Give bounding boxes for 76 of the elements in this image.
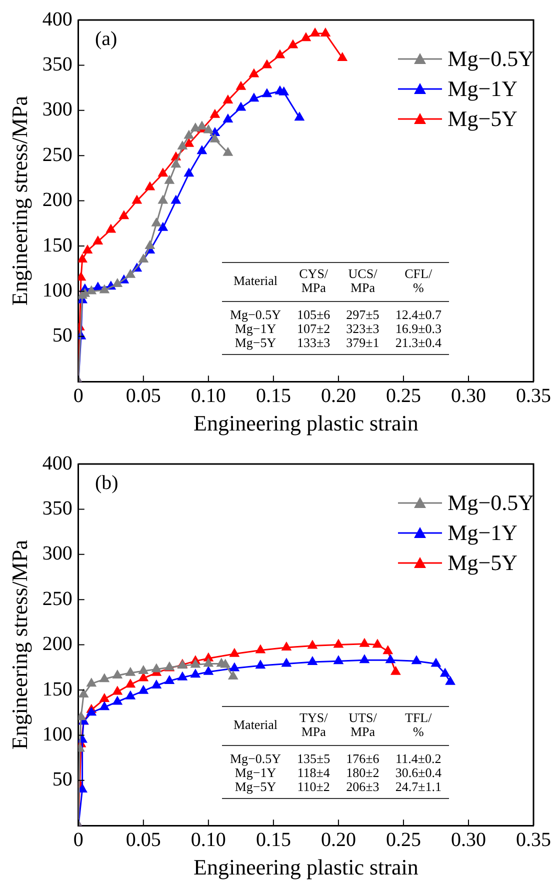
y-tick-label: 250 (42, 588, 72, 610)
y-tick-label: 400 (42, 452, 72, 474)
annotation: UTS/ MPa (338, 706, 388, 746)
legend-label: Mg−0.5Y (448, 489, 534, 517)
y-tick-label: 250 (42, 144, 72, 166)
x-tick-label: 0.15 (256, 828, 291, 851)
y-tick-label: 50 (52, 324, 72, 347)
annotation: 135±5 (296, 750, 332, 766)
x-tick-label: 0.25 (386, 384, 421, 407)
x-tick-label: 0.30 (450, 828, 486, 851)
y-tick-label: 100 (42, 723, 72, 746)
annotation: Mg−0.5Y (229, 306, 282, 322)
legend-label: Mg−5Y (448, 549, 518, 577)
annotation: 180±2 (345, 765, 380, 780)
annotation: TYS/ MPa (289, 706, 338, 746)
x-tick-label: 0.20 (320, 384, 356, 407)
y-tick-label: 200 (42, 633, 72, 656)
x-tick-label: 0 (73, 828, 84, 851)
x-tick-label: 0.05 (126, 384, 161, 407)
annotation: Mg−0.5Y (229, 750, 282, 766)
legend-label: Mg−0.5Y (448, 45, 534, 73)
x-axis-title: Engineering plastic strain (194, 854, 418, 880)
y-tick-label: 350 (42, 497, 72, 520)
annotation: 21.3±0.4 (394, 335, 442, 352)
annotation: (b) (95, 472, 118, 495)
annotation: 16.9±0.3 (394, 321, 442, 336)
x-tick-label: 0.30 (450, 384, 486, 407)
annotation: 105±6 (296, 306, 332, 322)
x-tick-label: 0.15 (256, 384, 291, 407)
annotation: 133±3 (296, 335, 332, 352)
y-tick-label: 100 (42, 279, 72, 302)
annotation: TFL/ % (387, 706, 450, 746)
annotation: 297±5 (345, 306, 380, 322)
annotation: Material (222, 706, 290, 746)
y-tick-label: 150 (42, 678, 72, 700)
x-tick-label: 0.35 (516, 828, 551, 851)
annotation: Material (222, 262, 290, 302)
x-tick-label: 0.20 (320, 828, 356, 851)
y-tick-label: 150 (42, 234, 72, 256)
annotation: 323±3 (345, 321, 380, 336)
annotation: 12.4±0.7 (394, 306, 442, 322)
x-tick-label: 0.35 (516, 384, 551, 407)
annotation: 30.6±0.4 (394, 765, 442, 780)
annotation: Mg−1Y (234, 765, 276, 780)
annotation: 24.7±1.1 (394, 779, 442, 796)
legend-label: Mg−5Y (448, 105, 518, 133)
annotation: (a) (95, 28, 118, 51)
annotation: Mg−5Y (234, 335, 278, 352)
x-tick-label: 0 (73, 384, 84, 407)
y-tick-label: 300 (42, 542, 72, 565)
y-tick-label: 300 (42, 98, 72, 121)
y-tick-label: 350 (42, 53, 72, 76)
annotation: UCS/ MPa (338, 262, 388, 302)
annotation: CFL/ % (387, 262, 450, 302)
x-tick-label: 0.10 (190, 384, 226, 407)
x-axis-title: Engineering plastic strain (194, 410, 418, 436)
x-tick-label: 0.05 (126, 828, 161, 851)
annotation: Mg−1Y (234, 321, 276, 336)
x-tick-label: 0.10 (190, 828, 226, 851)
x-tick-label: 0.25 (386, 828, 421, 851)
annotation: 11.4±0.2 (394, 750, 442, 766)
y-axis-title: Engineering stress/MPa (6, 540, 32, 750)
annotation: CYS/ MPa (289, 262, 338, 302)
annotation: 110±2 (296, 779, 331, 796)
annotation: 118±4 (296, 765, 331, 780)
legend-label: Mg−1Y (448, 75, 518, 103)
annotation: 206±3 (345, 779, 380, 796)
y-tick-label: 200 (42, 189, 72, 212)
annotation: 379±1 (345, 335, 380, 352)
y-tick-label: 400 (42, 8, 72, 30)
annotation: Mg−5Y (234, 779, 278, 796)
y-axis-title: Engineering stress/MPa (6, 96, 32, 306)
legend-label: Mg−1Y (448, 519, 518, 547)
annotation: 176±6 (345, 750, 380, 766)
y-tick-label: 50 (52, 768, 72, 791)
annotation: 107±2 (296, 321, 332, 336)
